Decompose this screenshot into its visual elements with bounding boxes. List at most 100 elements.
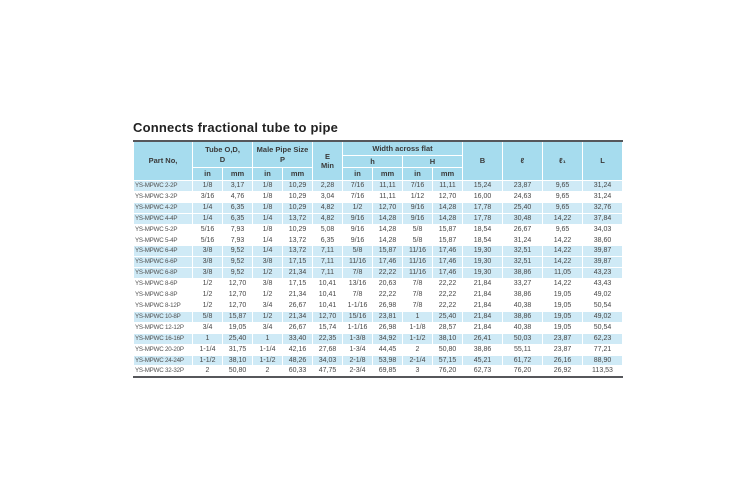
value-cell: 3/4 (192, 321, 223, 334)
value-cell: 31,24 (582, 190, 623, 203)
value-cell: 3/8 (192, 245, 223, 258)
value-cell: 5/8 (342, 245, 373, 258)
value-cell: 6,35 (222, 201, 253, 214)
value-cell: 23,87 (542, 332, 583, 345)
value-cell: 77,21 (582, 343, 623, 356)
value-cell: 10,29 (282, 180, 313, 192)
value-cell: 9,52 (222, 267, 253, 280)
value-cell: 7,93 (222, 223, 253, 236)
value-cell: 33,27 (502, 278, 543, 291)
value-cell: 19,05 (542, 299, 583, 312)
value-cell: 5/8 (402, 234, 433, 247)
value-cell: 38,60 (582, 234, 623, 247)
value-cell: 9,65 (542, 190, 583, 203)
table-row: YS-MPWC 10-8P 5/8 15,87 1/2 21,34 12,70 15/16 2… (133, 310, 623, 323)
value-cell: 43,43 (582, 278, 623, 291)
value-cell: 15,24 (462, 180, 503, 192)
value-cell: 27,68 (312, 343, 343, 356)
value-cell: 53,98 (372, 354, 403, 367)
value-cell: 1/4 (192, 212, 223, 225)
value-cell: 38,86 (462, 343, 503, 356)
part-no-cell: YS-MPWC 8-8P (133, 289, 193, 301)
value-cell: 11,11 (372, 180, 403, 192)
table-body: YS-MPWC 2-2P 1/8 3,17 1/8 10,29 2,28 7/16 11,11… (133, 180, 623, 378)
table-row: YS-MPWC 5-4P 5/16 7,93 1/4 13,72 6,35 9/16 14,2… (133, 234, 623, 247)
value-cell: 1/2 (252, 267, 283, 280)
value-cell: 25,40 (502, 201, 543, 214)
value-cell: 62,73 (462, 365, 503, 378)
value-cell: 1-1/16 (342, 321, 373, 334)
table-row: YS-MPWC 24-24P 1-1/2 38,10 1-1/2 48,26 34,03 2… (133, 354, 623, 367)
value-cell: 26,67 (282, 321, 313, 334)
value-cell: 34,03 (582, 223, 623, 236)
value-cell: 7/8 (342, 289, 373, 301)
value-cell: 39,87 (582, 256, 623, 269)
value-cell: 17,15 (282, 278, 313, 291)
header-e-min: E Min (312, 140, 343, 181)
value-cell: 49,02 (582, 310, 623, 323)
value-cell: 15,87 (372, 245, 403, 258)
value-cell: 1-1/4 (252, 343, 283, 356)
value-cell: 1-1/2 (402, 332, 433, 345)
value-cell: 11/16 (402, 267, 433, 280)
value-cell: 21,84 (462, 289, 503, 301)
value-cell: 26,67 (282, 299, 313, 312)
part-no-cell: YS-MPWC 5-4P (133, 234, 193, 247)
value-cell: 14,22 (542, 212, 583, 225)
header-h-small-label: h (370, 156, 375, 166)
unit-pipe-mm: mm (282, 167, 313, 181)
value-cell: 4,76 (222, 190, 253, 203)
value-cell: 9,65 (542, 201, 583, 214)
value-cell: 11,11 (432, 180, 463, 192)
value-cell: 15,87 (222, 310, 253, 323)
table-row: YS-MPWC 5-2P 5/16 7,93 1/8 10,29 5,08 9/16 14,2… (133, 223, 623, 236)
value-cell: 50,03 (502, 332, 543, 345)
value-cell: 61,72 (502, 354, 543, 367)
value-cell: 14,28 (372, 223, 403, 236)
part-no-cell: YS-MPWC 10-8P (133, 310, 193, 323)
value-cell: 17,15 (282, 256, 313, 269)
table-row: YS-MPWC 16-16P 1 25,40 1 33,40 22,35 1-3/8 34,9… (133, 332, 623, 345)
value-cell: 16,00 (462, 190, 503, 203)
value-cell: 76,20 (502, 365, 543, 378)
value-cell: 13,72 (282, 245, 313, 258)
value-cell: 1/2 (192, 299, 223, 312)
value-cell: 11/16 (402, 245, 433, 258)
value-cell: 9/16 (402, 212, 433, 225)
value-cell: 1 (402, 310, 433, 323)
header-tube-od-line2: D (219, 154, 226, 164)
value-cell: 6,35 (312, 234, 343, 247)
part-no-cell: YS-MPWC 5-2P (133, 223, 193, 236)
value-cell: 2-1/4 (402, 354, 433, 367)
value-cell: 7,93 (222, 234, 253, 247)
unit-tube-in: in (192, 167, 223, 181)
value-cell: 11/16 (402, 256, 433, 269)
header-tube-od-line1: Tube O,D, (205, 145, 240, 155)
value-cell: 1/4 (252, 234, 283, 247)
value-cell: 21,84 (462, 310, 503, 323)
value-cell: 22,35 (312, 332, 343, 345)
header-part-no: Part No, (133, 140, 193, 181)
part-no-cell: YS-MPWC 6-4P (133, 245, 193, 258)
value-cell: 24,63 (502, 190, 543, 203)
value-cell: 50,54 (582, 321, 623, 334)
value-cell: 88,90 (582, 354, 623, 367)
table-row: YS-MPWC 6-6P 3/8 9,52 3/8 17,15 7,11 11/16 17,4… (133, 256, 623, 269)
unit-h-small-in: in (342, 167, 373, 181)
value-cell: 11,05 (542, 267, 583, 280)
table-row: YS-MPWC 4-2P 1/4 6,35 1/8 10,29 4,82 1/2 12,70 9… (133, 201, 623, 214)
header-male-pipe-size: Male Pipe Size P (252, 140, 313, 168)
value-cell: 9/16 (342, 234, 373, 247)
table-row: YS-MPWC 8-8P 1/2 12,70 1/2 21,34 10,41 7/8 22,2… (133, 289, 623, 301)
part-no-cell: YS-MPWC 24-24P (133, 354, 193, 367)
value-cell: 26,98 (372, 321, 403, 334)
value-cell: 11/16 (342, 256, 373, 269)
value-cell: 4,82 (312, 212, 343, 225)
value-cell: 7/8 (402, 299, 433, 312)
value-cell: 15/16 (342, 310, 373, 323)
value-cell: 1/8 (252, 190, 283, 203)
header-male-pipe-line1: Male Pipe Size (256, 145, 309, 155)
value-cell: 19,30 (462, 256, 503, 269)
table-row: YS-MPWC 6-4P 3/8 9,52 1/4 13,72 7,11 5/8 15,87 1… (133, 245, 623, 258)
value-cell: 1/8 (192, 180, 223, 192)
